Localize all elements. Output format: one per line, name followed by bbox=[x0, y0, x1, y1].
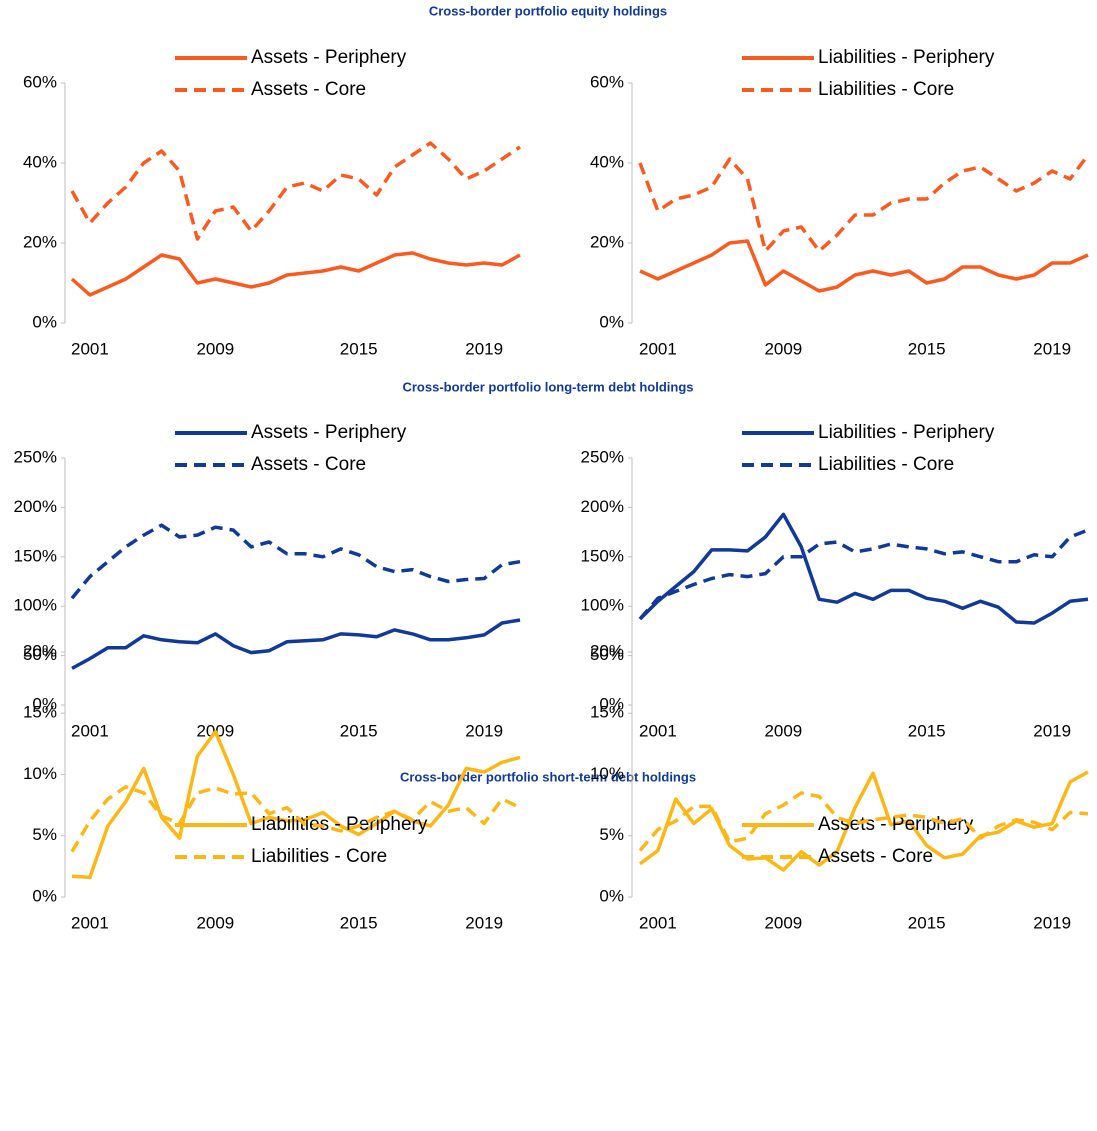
legend-label: Assets - Periphery bbox=[251, 422, 407, 443]
series-line bbox=[638, 512, 1089, 625]
x-tick-label: 2009 bbox=[764, 339, 802, 358]
y-tick-label: 20% bbox=[23, 232, 57, 251]
legend-label: Liabilities - Periphery bbox=[818, 422, 995, 443]
y-tick-label: 10% bbox=[590, 764, 624, 783]
section-title: Cross-border portfolio short-term debt h… bbox=[400, 769, 696, 784]
y-tick-label: 15% bbox=[590, 703, 624, 722]
x-tick-label: 2019 bbox=[1033, 913, 1071, 932]
x-tick-label: 2019 bbox=[1033, 339, 1071, 358]
x-tick-label: 2009 bbox=[196, 913, 234, 932]
y-tick-label: 200% bbox=[14, 497, 57, 516]
section-title: Cross-border portfolio equity holdings bbox=[429, 3, 667, 18]
y-tick-label: 0% bbox=[599, 886, 624, 905]
series-line bbox=[638, 528, 1089, 621]
x-tick-label: 2009 bbox=[764, 913, 802, 932]
x-tick-label: 2009 bbox=[196, 339, 234, 358]
y-tick-label: 15% bbox=[23, 703, 57, 722]
x-tick-label: 2015 bbox=[340, 913, 378, 932]
y-tick-label: 0% bbox=[32, 694, 57, 713]
y-tick-label: 100% bbox=[14, 596, 57, 615]
legend-label: Assets - Periphery bbox=[251, 47, 407, 68]
series-line bbox=[638, 791, 1089, 852]
legend-label: Assets - Core bbox=[251, 79, 366, 100]
section-title: Cross-border portfolio long-term debt ho… bbox=[402, 379, 693, 394]
y-tick-label: 10% bbox=[23, 764, 57, 783]
y-tick-label: 150% bbox=[581, 546, 624, 565]
x-tick-label: 2019 bbox=[465, 721, 503, 740]
y-tick-label: 60% bbox=[23, 72, 57, 91]
legend-label: Liabilities - Core bbox=[251, 846, 387, 867]
y-tick-label: 200% bbox=[581, 497, 624, 516]
y-tick-label: 0% bbox=[32, 312, 57, 331]
x-tick-label: 2015 bbox=[908, 339, 946, 358]
y-tick-label: 40% bbox=[23, 152, 57, 171]
y-tick-label: 50% bbox=[590, 645, 624, 664]
y-tick-label: 250% bbox=[581, 447, 624, 466]
y-tick-label: 150% bbox=[14, 546, 57, 565]
x-tick-label: 2001 bbox=[639, 913, 677, 932]
legend-label: Assets - Core bbox=[818, 846, 933, 867]
x-tick-label: 2015 bbox=[908, 913, 946, 932]
y-tick-label: 5% bbox=[599, 825, 624, 844]
y-tick-label: 50% bbox=[23, 645, 57, 664]
legend-label: Liabilities - Periphery bbox=[818, 47, 995, 68]
series-line bbox=[70, 251, 521, 297]
legend-label: Liabilities - Periphery bbox=[251, 814, 428, 835]
x-tick-label: 2001 bbox=[71, 721, 109, 740]
legend-label: Assets - Core bbox=[251, 454, 366, 475]
y-tick-label: 0% bbox=[599, 312, 624, 331]
x-tick-label: 2019 bbox=[465, 913, 503, 932]
y-tick-label: 0% bbox=[32, 886, 57, 905]
y-tick-label: 40% bbox=[590, 152, 624, 171]
series-line bbox=[70, 523, 521, 600]
y-tick-label: 100% bbox=[581, 596, 624, 615]
x-tick-label: 2001 bbox=[639, 339, 677, 358]
y-tick-label: 250% bbox=[14, 447, 57, 466]
y-tick-label: 60% bbox=[590, 72, 624, 91]
y-tick-label: 20% bbox=[23, 641, 57, 660]
x-tick-label: 2015 bbox=[340, 721, 378, 740]
x-tick-label: 2001 bbox=[71, 339, 109, 358]
x-tick-label: 2015 bbox=[908, 721, 946, 740]
x-tick-label: 2015 bbox=[340, 339, 378, 358]
series-line bbox=[70, 141, 521, 241]
series-line bbox=[71, 729, 521, 880]
y-tick-label: 20% bbox=[590, 232, 624, 251]
x-tick-label: 2019 bbox=[465, 339, 503, 358]
series-line bbox=[639, 239, 1089, 293]
legend-label: Liabilities - Core bbox=[818, 454, 954, 475]
x-tick-label: 2019 bbox=[1033, 721, 1071, 740]
x-tick-label: 2009 bbox=[764, 721, 802, 740]
series-line bbox=[71, 618, 521, 670]
x-tick-label: 2001 bbox=[71, 913, 109, 932]
y-tick-label: 5% bbox=[32, 825, 57, 844]
series-line bbox=[638, 153, 1090, 253]
legend-label: Liabilities - Core bbox=[818, 79, 954, 100]
x-tick-label: 2001 bbox=[639, 721, 677, 740]
y-tick-label: 0% bbox=[599, 694, 624, 713]
y-tick-label: 20% bbox=[590, 641, 624, 660]
